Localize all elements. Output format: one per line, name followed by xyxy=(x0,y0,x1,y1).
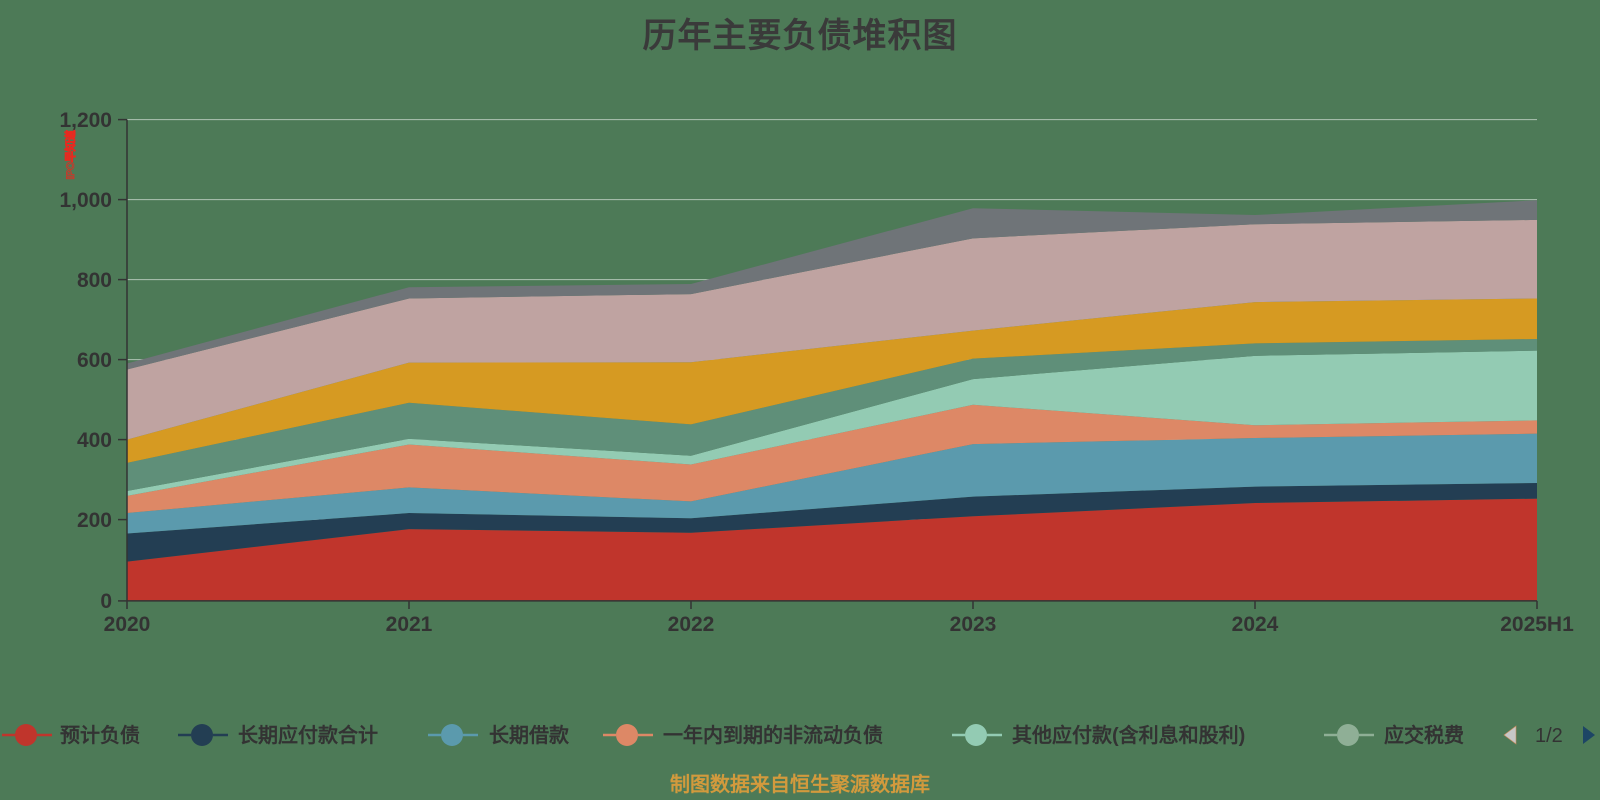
svg-text:长期借款: 长期借款 xyxy=(489,723,570,747)
svg-text:600: 600 xyxy=(77,349,112,372)
svg-text:2020: 2020 xyxy=(104,613,151,636)
svg-text:2025H1: 2025H1 xyxy=(1500,613,1574,636)
svg-text:应交税费: 应交税费 xyxy=(1384,723,1464,747)
svg-text:2023: 2023 xyxy=(950,613,997,636)
svg-text:长期应付款合计: 长期应付款合计 xyxy=(238,723,378,747)
svg-text:0: 0 xyxy=(100,590,112,613)
svg-text:制图数据来自恒生聚源数据库: 制图数据来自恒生聚源数据库 xyxy=(670,772,930,796)
svg-text:IPO早知道: IPO早知道 xyxy=(63,130,77,179)
svg-text:2024: 2024 xyxy=(1232,613,1279,636)
svg-text:400: 400 xyxy=(77,429,112,452)
svg-text:其他应付款(含利息和股利): 其他应付款(含利息和股利) xyxy=(1012,723,1245,747)
svg-text:2021: 2021 xyxy=(386,613,433,636)
svg-text:200: 200 xyxy=(77,509,112,532)
svg-text:1/2: 1/2 xyxy=(1535,725,1563,747)
svg-text:预计负债: 预计负债 xyxy=(60,723,140,747)
svg-text:1,000: 1,000 xyxy=(59,189,112,212)
svg-text:1,200: 1,200 xyxy=(59,109,112,132)
svg-text:800: 800 xyxy=(77,269,112,292)
svg-text:2022: 2022 xyxy=(668,613,715,636)
svg-text:一年内到期的非流动负债: 一年内到期的非流动负债 xyxy=(663,723,883,747)
